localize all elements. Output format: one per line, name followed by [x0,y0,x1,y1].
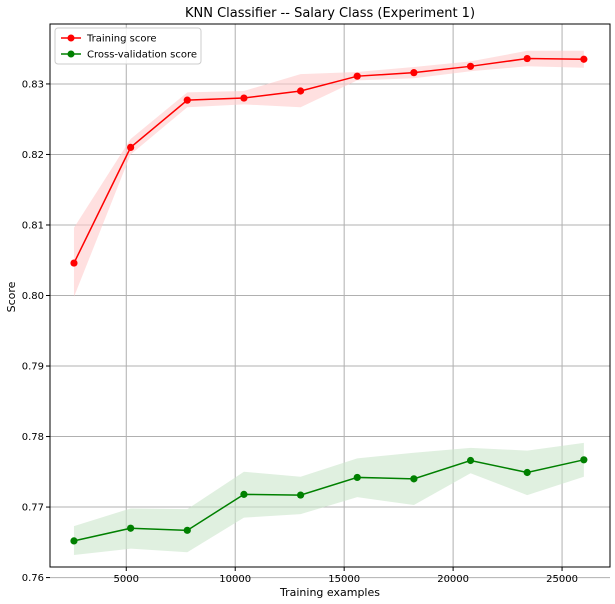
legend-cross-validation-label: Cross-validation score [87,50,197,61]
cross-validation-score-point [296,491,305,499]
training-score-point [466,62,475,70]
x-tick-label: 25000 [546,574,578,585]
cross-validation-score-point [353,473,361,482]
training-score-line [73,57,584,264]
cross-validation-score-band [73,442,584,556]
series-lines [73,57,585,542]
y-tick-label: 0.82 [22,150,44,161]
axis-ticks: 5000 10000 15000 20000 25000 0.76 0.77 0.78 0.79… [22,79,578,585]
series-points [70,54,588,545]
training-score-point [127,143,135,152]
training-score-point [580,55,588,63]
y-tick-label: 0.80 [22,291,44,302]
grid [50,24,610,579]
x-tick-label: 20000 [437,574,469,585]
training-score-point [353,72,361,80]
legend-box [54,27,202,65]
y-axis-title: Score [5,281,18,312]
legend-training-marker [67,34,75,42]
cross-validation-score-point [240,490,248,498]
training-score-point [240,94,248,102]
cross-validation-score-point [127,524,135,532]
y-tick-label: 0.77 [22,503,44,514]
training-score-point [70,259,78,267]
cross-validation-score-point [183,526,191,534]
training-score-point [410,69,418,77]
legend-cross-validation-marker [67,50,75,58]
cross-validation-score-line [73,459,585,542]
cross-validation-score-point [580,456,588,464]
x-axis-title: Training examples [279,586,380,599]
legend: Training score Cross-validation score [54,27,202,65]
y-tick-label: 0.81 [22,220,44,231]
training-score-point [183,96,191,104]
x-tick-label: 10000 [219,574,251,585]
training-score-point [296,87,305,95]
x-tick-label: 5000 [114,574,139,585]
cross-validation-score-point [523,468,531,477]
confidence-bands [73,50,584,556]
y-tick-label: 0.76 [22,573,44,584]
legend-training-label: Training score [86,34,157,45]
cross-validation-score-point [466,456,475,465]
cross-validation-score-point [70,537,78,545]
cross-validation-score-point [410,475,418,483]
y-tick-label: 0.83 [22,79,44,90]
y-tick-label: 0.79 [22,362,44,373]
training-score-point [523,54,531,63]
x-tick-label: 15000 [328,574,360,585]
chart-title: KNN Classifier -- Salary Class (Experime… [185,6,475,21]
y-tick-label: 0.78 [22,432,44,443]
